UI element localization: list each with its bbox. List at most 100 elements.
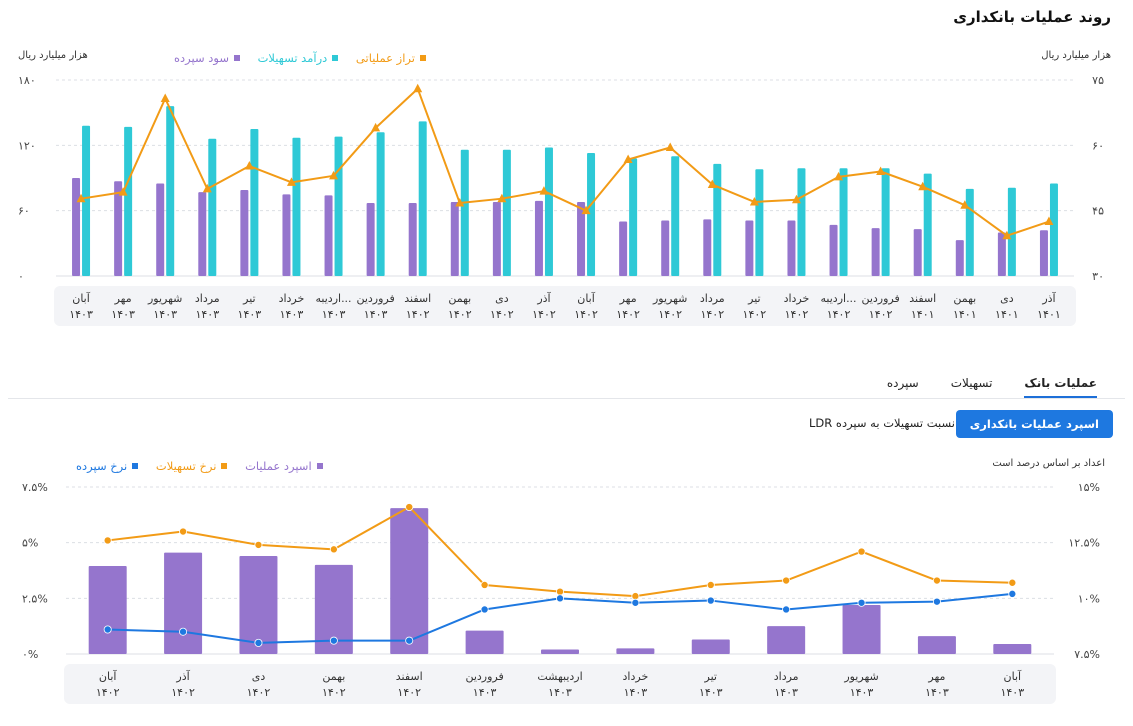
line-point [329, 636, 338, 645]
line-point [706, 596, 715, 605]
bar [993, 643, 1032, 654]
tab-loans[interactable]: تسهیلات [950, 376, 993, 390]
bar [544, 147, 553, 276]
x-tick-label: تیر [704, 670, 717, 683]
bar [691, 639, 730, 654]
bar [164, 552, 203, 654]
tab-deposits[interactable]: سپرده [886, 376, 919, 390]
legend-item[interactable]: درآمد تسهیلات [258, 51, 339, 65]
x-tick-label: مهر [927, 670, 945, 683]
bar [390, 508, 429, 654]
bar [88, 566, 127, 654]
x-axis-band [64, 664, 1056, 704]
chart1-legend: تراز عملیاتی درآمد تسهیلات سود سپرده [160, 50, 426, 65]
bar [541, 649, 579, 654]
x-tick-label: خرداد [279, 292, 305, 305]
legend-swatch [221, 463, 228, 469]
x-tick-label-year: ۱۴۰۳ [925, 686, 949, 699]
legend-item[interactable]: سود سپرده [174, 51, 240, 65]
x-tick-label-year: ۱۴۰۳ [1000, 686, 1024, 699]
x-tick-label-year: ۱۴۰۳ [238, 308, 262, 321]
x-tick-label-year: ۱۴۰۲ [448, 308, 472, 321]
line-point [160, 93, 170, 103]
x-tick-label-year: ۱۴۰۱ [911, 308, 935, 321]
tab-bank-operations[interactable]: عملیات بانک [1024, 376, 1097, 398]
line-point [932, 576, 941, 585]
x-tick-label: فروردین [356, 292, 394, 305]
x-tick-label-year: ۱۴۰۲ [743, 308, 767, 321]
chart2-legend: اسپرد عملیات نرخ تسهیلات نرخ سپرده [62, 458, 323, 473]
x-tick-label: دی [1000, 292, 1014, 305]
x-tick-label-year: ۱۴۰۳ [364, 308, 388, 321]
x-tick-label-year: ۱۴۰۳ [699, 686, 723, 699]
x-tick-label-year: ۱۴۰۲ [869, 308, 893, 321]
line-point [857, 547, 866, 556]
line-point [254, 540, 263, 549]
x-tick-label: مهر [619, 292, 637, 305]
x-tick-label: اسفند [404, 292, 431, 305]
x-tick-label-year: ۱۴۰۲ [785, 308, 809, 321]
bar [502, 149, 511, 276]
x-tick-label: شهریور [843, 670, 878, 683]
line-point [782, 605, 791, 614]
bar [587, 152, 596, 276]
legend-item[interactable]: نرخ سپرده [76, 459, 139, 473]
x-tick-label-year: ۱۴۰۳ [111, 308, 135, 321]
legend-item[interactable]: نرخ تسهیلات [156, 459, 228, 473]
x-tick-label: بهمن [953, 292, 976, 305]
bar [755, 169, 764, 276]
operations-spread-button[interactable]: اسپرد عملیات بانکداری [955, 410, 1113, 438]
line-point [118, 187, 128, 196]
y-right-tick-label: ۷.۵% [1074, 648, 1100, 661]
line-point [706, 580, 715, 589]
y-right-tick-label: ۷۵ [1092, 74, 1104, 87]
x-tick-label: دی [252, 670, 266, 683]
ldr-ratio-button[interactable]: نسبت تسهیلات به سپرده LDR [809, 416, 955, 430]
bar [465, 630, 504, 654]
x-tick-label-year: ۱۴۰۱ [1037, 308, 1061, 321]
legend-item[interactable]: اسپرد عملیات [245, 459, 323, 473]
line-point [782, 576, 791, 585]
legend-item[interactable]: تراز عملیاتی [356, 51, 426, 65]
x-tick-label: بهمن [322, 670, 345, 683]
line-point [631, 598, 640, 607]
legend-label: تراز عملیاتی [355, 51, 415, 65]
bar [282, 194, 291, 276]
bar [82, 125, 91, 276]
x-tick-label-year: ۱۴۰۲ [397, 686, 421, 699]
x-tick-label-year: ۱۴۰۳ [195, 308, 219, 321]
bar [239, 556, 278, 654]
line-point [455, 198, 465, 207]
chart1-left-unit: هزار میلیارد ریال [18, 50, 88, 61]
bar [408, 203, 417, 276]
x-tick-label: تیر [242, 292, 255, 305]
chart1-right-unit: هزار میلیارد ریال [1041, 50, 1111, 61]
line-point [1008, 578, 1017, 587]
bar [1049, 183, 1058, 276]
bar [250, 129, 259, 276]
x-tick-label: آذر [536, 291, 551, 305]
bar [198, 192, 207, 276]
x-tick-label: آبان [577, 291, 595, 305]
x-tick-label: اسفند [396, 670, 423, 683]
x-tick-label: خرداد [784, 292, 810, 305]
bar [787, 220, 796, 276]
bar [965, 188, 974, 276]
bar [376, 132, 385, 276]
bar [829, 224, 838, 276]
x-tick-label: فروردین [861, 292, 899, 305]
y-right-tick-label: ۳۰ [1092, 270, 1104, 283]
bar [577, 201, 586, 276]
bar [913, 229, 922, 276]
x-tick-label-year: ۱۴۰۲ [616, 308, 640, 321]
x-tick-label-year: ۱۴۰۱ [953, 308, 977, 321]
bar [797, 168, 806, 276]
bar [997, 232, 1006, 276]
x-tick-label-year: ۱۴۰۲ [406, 308, 430, 321]
y-right-tick-label: ۶۰ [1092, 139, 1104, 152]
x-tick-label: دی [495, 292, 509, 305]
bar [460, 149, 469, 276]
x-tick-label-year: ۱۴۰۲ [247, 686, 271, 699]
line-point [857, 598, 866, 607]
x-tick-label: آبان [1004, 669, 1022, 683]
